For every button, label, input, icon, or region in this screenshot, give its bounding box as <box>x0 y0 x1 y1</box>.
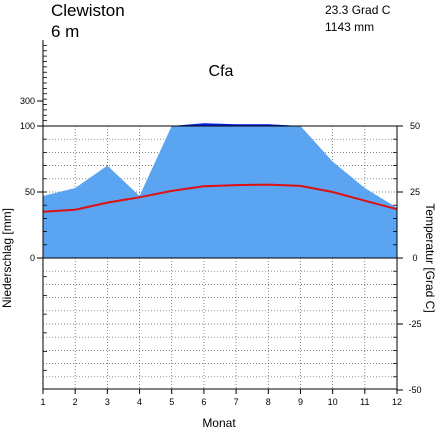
month-tick-label: 4 <box>137 397 142 407</box>
precip-area <box>43 123 397 258</box>
annual-precipitation: 1143 mm <box>325 20 374 34</box>
month-tick-label: 8 <box>266 397 271 407</box>
temp-tick-label: 50 <box>410 121 420 131</box>
station-name: Clewiston <box>51 1 125 20</box>
station-elevation: 6 m <box>51 22 79 41</box>
precipitation-excess <box>171 123 301 126</box>
month-tick-label: 9 <box>298 397 303 407</box>
climate-class: Cfa <box>209 63 234 80</box>
temp-tick-label: -50 <box>408 385 421 395</box>
precip-tick-label: 0 <box>30 253 35 263</box>
precip-tick-label: 300 <box>20 96 35 106</box>
month-tick-label: 10 <box>328 397 338 407</box>
temperature-line <box>42 183 398 213</box>
annual-temperature: 23.3 Grad C <box>325 3 391 17</box>
precipitation-area <box>43 123 397 258</box>
month-tick-label: 3 <box>105 397 110 407</box>
month-tick-label: 2 <box>73 397 78 407</box>
month-tick-label: 11 <box>360 397 369 407</box>
temp-tick-label: -25 <box>408 319 421 329</box>
axes <box>42 40 398 390</box>
left-axis-label: Niederschlag [mm] <box>0 208 14 308</box>
month-tick-label: 5 <box>169 397 174 407</box>
month-tick-label: 1 <box>40 397 45 407</box>
x-axis-label: Monat <box>202 416 236 430</box>
temp-tick-label: 0 <box>412 253 417 263</box>
precip-tick-label: 100 <box>20 121 35 131</box>
month-tick-label: 6 <box>201 397 206 407</box>
temperature-line <box>42 183 398 213</box>
right-axis-label: Temperatur [Grad C] <box>423 203 437 312</box>
month-tick-label: 7 <box>234 397 239 407</box>
precip-tick-label: 50 <box>25 187 35 197</box>
month-tick-label: 12 <box>392 397 402 407</box>
temp-tick-label: 25 <box>410 187 420 197</box>
